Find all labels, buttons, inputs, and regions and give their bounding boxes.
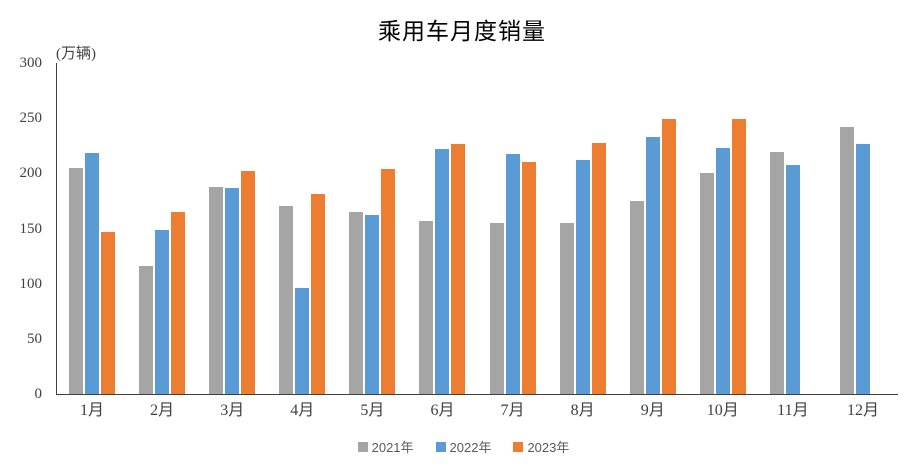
y-tick-label-300: 300 <box>19 55 43 71</box>
bar-2022年-5月 <box>365 214 380 394</box>
legend-swatch-icon <box>435 441 446 452</box>
legend-swatch-icon <box>513 441 524 452</box>
y-axis-unit-label: (万辆) <box>56 46 96 62</box>
x-tick-label-11月: 11月 <box>777 402 809 419</box>
y-tick-label-200: 200 <box>19 165 43 182</box>
bar-2022年-12月 <box>855 144 870 394</box>
x-tick-label-1月: 1月 <box>80 402 105 419</box>
x-tick-label-5月: 5月 <box>360 402 385 419</box>
x-tick-label-9月: 9月 <box>640 402 665 419</box>
bar-2023年-1月 <box>101 231 115 394</box>
x-tick-label-10月: 10月 <box>706 402 739 419</box>
x-tick-label-12月: 12月 <box>846 402 879 419</box>
legend-swatch-icon <box>357 441 368 452</box>
bar-2022年-10月 <box>715 147 730 394</box>
y-tick-label-100: 100 <box>19 275 43 292</box>
x-axis-line <box>56 394 898 395</box>
bar-2023年-10月 <box>731 119 746 394</box>
bar-2023年-5月 <box>381 168 396 394</box>
bar-2021年-2月 <box>139 266 154 394</box>
bar-2021年-7月 <box>489 222 504 394</box>
bar-2022年-7月 <box>505 154 520 394</box>
x-tick-label-7月: 7月 <box>500 402 525 419</box>
bar-2023年-6月 <box>451 143 466 394</box>
bar-2022年-6月 <box>435 148 450 394</box>
bar-2022年-9月 <box>645 136 660 394</box>
bar-2021年-1月 <box>69 168 83 394</box>
bar-2022年-11月 <box>785 165 800 394</box>
chart-title: 乘用车月度销量 <box>378 19 546 44</box>
legend-item-2021年: 2021年 <box>357 437 414 456</box>
y-axis-line <box>56 63 57 394</box>
x-tick-label-4月: 4月 <box>290 402 315 419</box>
x-tick-label-2月: 2月 <box>150 402 175 419</box>
bar-2021年-5月 <box>349 212 364 394</box>
bar-2021年-9月 <box>629 200 644 394</box>
legend: 2021年 2022年 2023年 <box>0 437 909 456</box>
bar-2022年-1月 <box>85 152 99 394</box>
x-tick-label-3月: 3月 <box>220 402 245 419</box>
bar-2021年-3月 <box>209 187 224 394</box>
bar-2022年-2月 <box>155 229 170 394</box>
bar-2022年-3月 <box>225 188 240 394</box>
bar-2023年-8月 <box>591 142 606 394</box>
y-tick-label-150: 150 <box>19 220 43 237</box>
bar-2021年-10月 <box>699 172 714 394</box>
bar-2023年-3月 <box>241 171 256 394</box>
bar-2021年-11月 <box>769 152 784 394</box>
bar-2022年-8月 <box>575 159 590 394</box>
bar-2022年-4月 <box>295 287 310 394</box>
legend-label: 2023年 <box>527 440 570 455</box>
legend-item-2022年: 2022年 <box>435 437 492 456</box>
legend-label: 2022年 <box>449 440 492 455</box>
bar-2023年-4月 <box>311 194 326 394</box>
bar-2023年-9月 <box>661 119 676 394</box>
x-tick-label-6月: 6月 <box>430 402 455 419</box>
bar-2021年-4月 <box>279 205 294 394</box>
y-tick-label-250: 250 <box>19 110 43 127</box>
bar-2021年-8月 <box>559 222 574 394</box>
bar-2021年-12月 <box>839 126 854 394</box>
bar-2023年-7月 <box>521 162 536 394</box>
y-tick-label-50: 50 <box>27 330 42 347</box>
legend-label: 2021年 <box>371 440 414 455</box>
x-tick-label-8月: 8月 <box>570 402 595 419</box>
legend-item-2023年: 2023年 <box>513 437 569 456</box>
y-tick-label-0: 0 <box>34 386 43 402</box>
bar-2021年-6月 <box>419 220 434 394</box>
bar-2023年-2月 <box>171 211 186 394</box>
